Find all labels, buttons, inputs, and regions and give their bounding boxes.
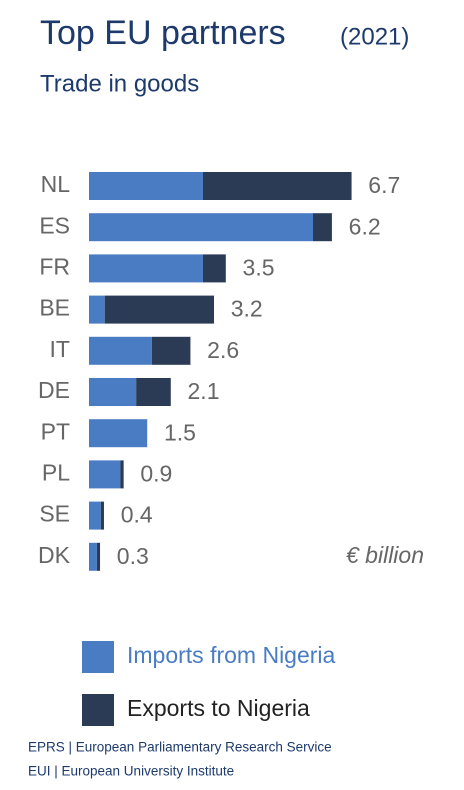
total-label: 0.3 — [117, 543, 149, 569]
bar-segment — [89, 213, 314, 242]
total-label: 2.6 — [207, 337, 239, 363]
bar-segment — [89, 419, 148, 448]
total-label: 0.9 — [140, 460, 172, 486]
category-label: DK — [38, 542, 71, 568]
bar-segment — [136, 378, 172, 406]
bar-segment — [104, 295, 215, 324]
source: EUI | European University Institute — [28, 764, 234, 779]
total-label: 6.7 — [368, 172, 400, 198]
total-label: 0.4 — [121, 502, 153, 528]
bar-segment — [313, 213, 333, 242]
bar-segment — [89, 378, 137, 406]
total-label: 6.2 — [349, 213, 381, 239]
legend-label: Imports from Nigeria — [127, 642, 336, 668]
bar-segment — [89, 172, 203, 200]
bar-segment — [89, 336, 152, 365]
category-label: FR — [39, 253, 70, 279]
category-label: SE — [39, 501, 70, 527]
category-label: ES — [39, 212, 70, 238]
category-label: IT — [50, 336, 70, 362]
bar-segment — [120, 460, 125, 489]
total-label: 1.5 — [164, 419, 196, 445]
legend-label: Exports to Nigeria — [127, 695, 310, 721]
bar-segment — [151, 336, 192, 365]
title-note: (2021) — [340, 23, 409, 50]
category-label: DE — [38, 377, 70, 403]
bar-segment — [202, 172, 353, 200]
bar-segment — [100, 501, 105, 530]
category-label: BE — [39, 295, 70, 321]
category-label: NL — [41, 171, 71, 197]
bar-segment — [96, 542, 101, 571]
category-label: PT — [41, 418, 70, 444]
legend-swatch — [82, 694, 114, 726]
bar-segment — [89, 460, 121, 489]
bar-segment — [89, 542, 97, 571]
category-label: PL — [42, 459, 70, 485]
bar-segment — [89, 501, 101, 530]
total-label: 2.1 — [188, 378, 220, 404]
chart-title: Top EU partners — [40, 14, 286, 52]
total-label: 3.5 — [243, 254, 275, 280]
bar-segment — [202, 254, 227, 283]
bar-segment — [89, 254, 203, 283]
bar-segment — [89, 295, 105, 324]
total-label: 3.2 — [231, 296, 263, 322]
subtitle: Trade in goods — [40, 70, 199, 97]
legend-swatch — [82, 641, 114, 673]
source: EPRS | European Parliamentary Research S… — [28, 740, 332, 755]
unit-label: € billion — [346, 542, 424, 568]
